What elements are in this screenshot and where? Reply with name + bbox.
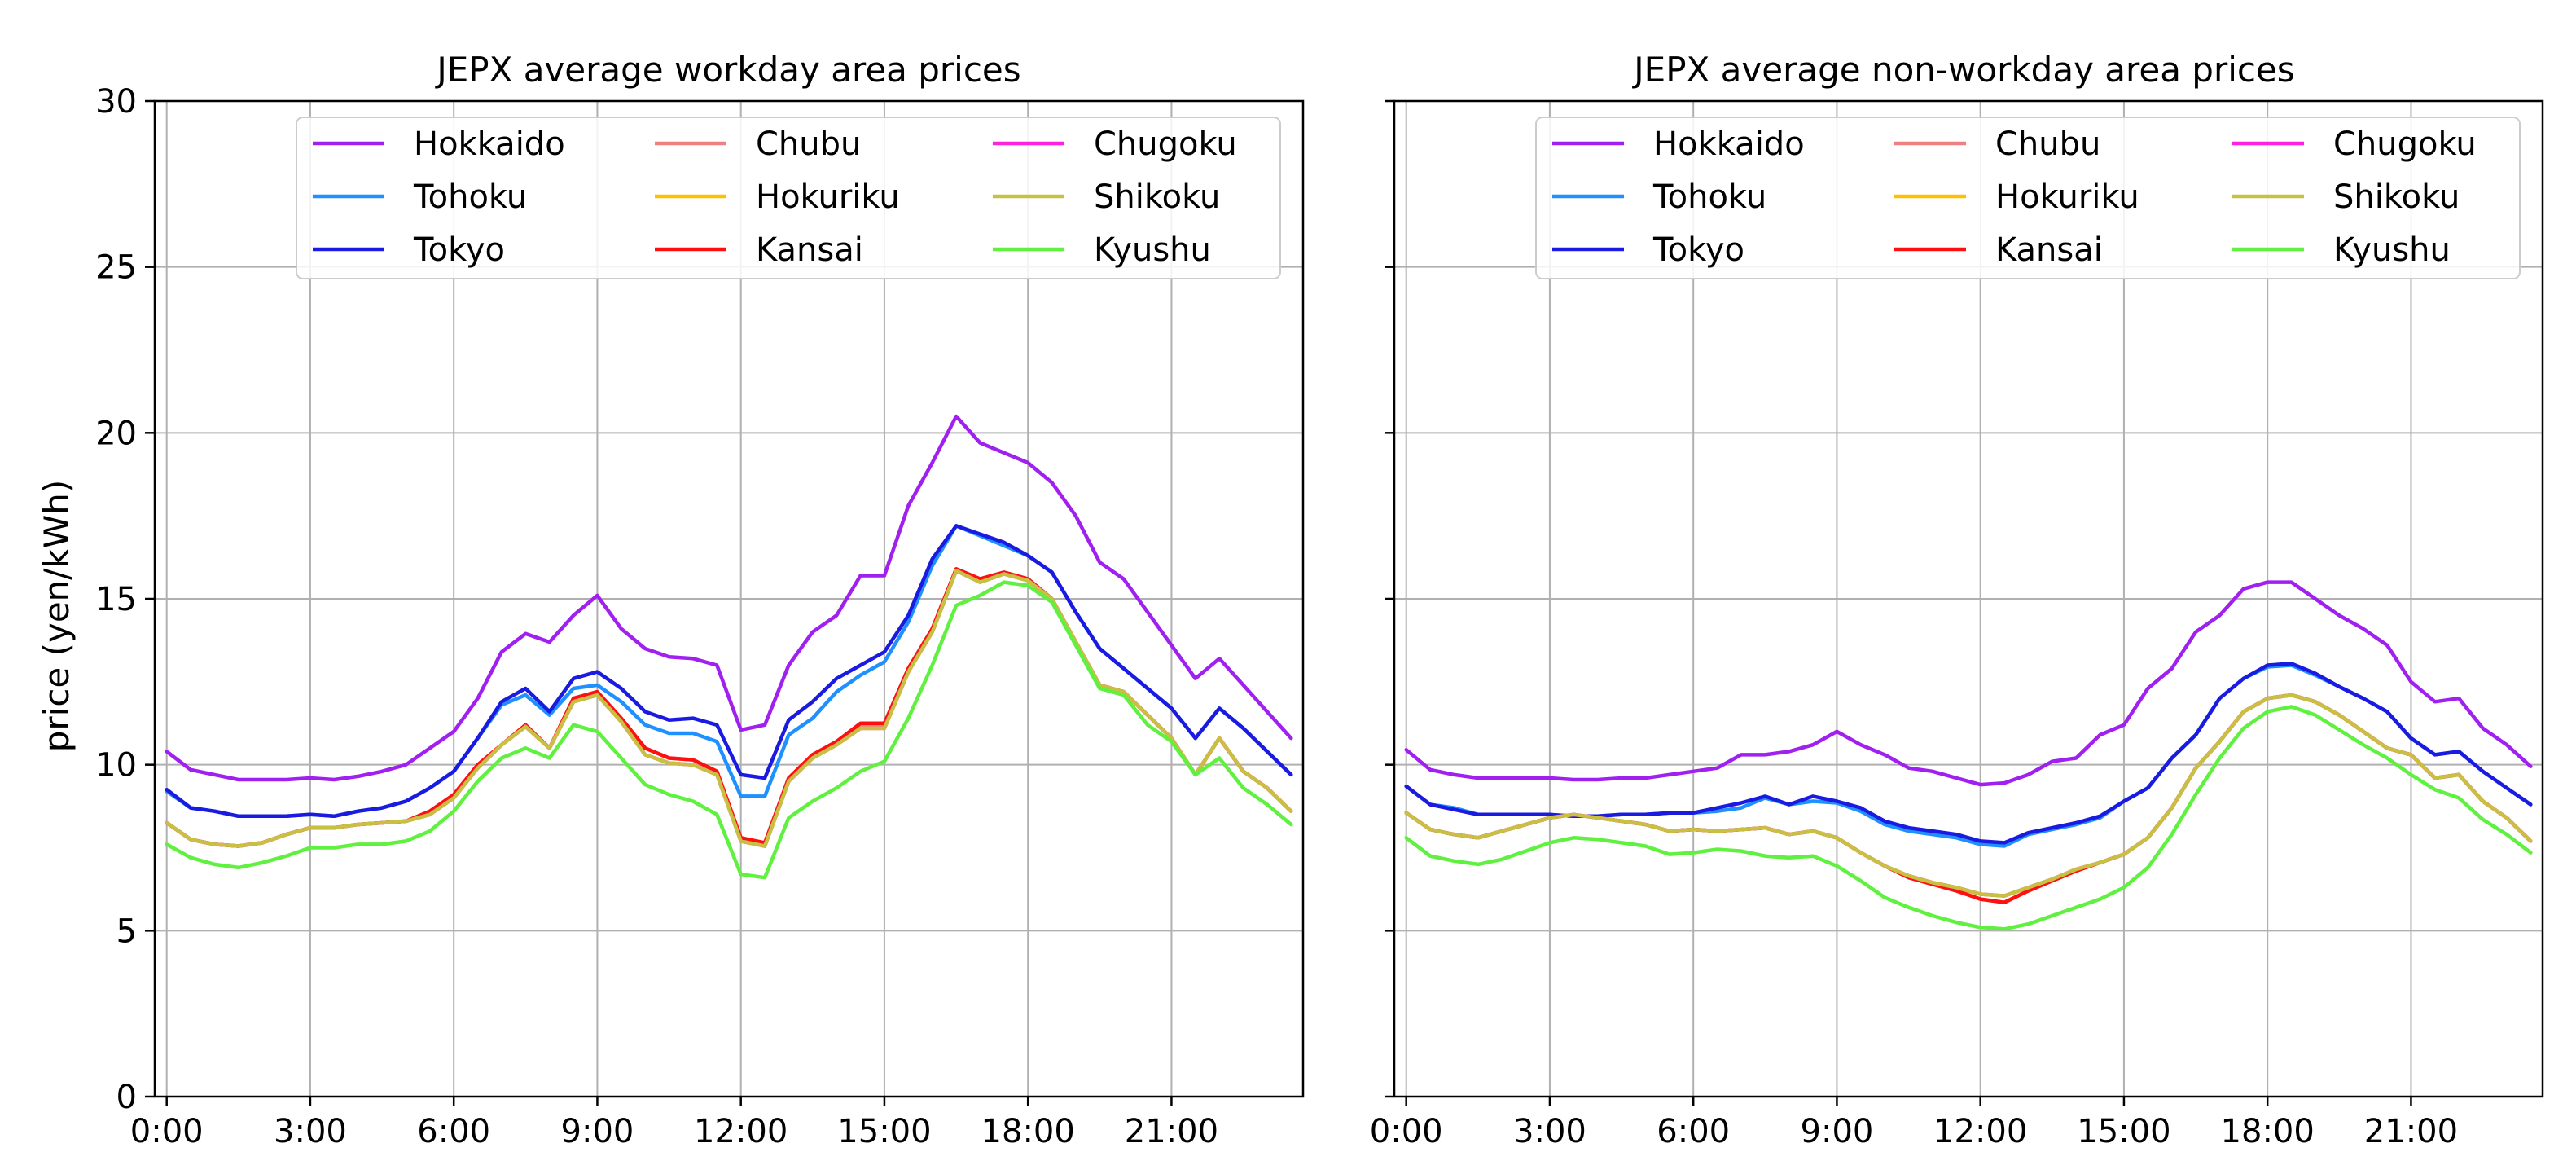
- chart-title: JEPX average workday area prices: [434, 50, 1020, 90]
- series-line-kyushu: [165, 580, 1293, 880]
- x-tick-label: 15:00: [837, 1113, 931, 1150]
- y-tick-label: 10: [95, 747, 137, 785]
- y-tick-label: 25: [95, 249, 137, 287]
- legend-label-chubu: Chubu: [1995, 125, 2100, 163]
- x-tick-label: 18:00: [2221, 1113, 2315, 1150]
- series-line-tokyo: [165, 524, 1293, 819]
- non-workday-chart: JEPX average non-workday area prices 0:0…: [1370, 50, 2544, 1150]
- axis-ticks: 0:00 3:00 6:00 9:00 12:00 15:00 18:00 21:00 0 5 10…: [95, 83, 1218, 1150]
- y-tick-label: 15: [95, 581, 137, 618]
- x-tick-label: 21:00: [1125, 1113, 1218, 1150]
- legend-label-hokuriku: Hokuriku: [1995, 178, 2139, 216]
- legend: Hokkaido Tohoku Tokyo Chubu Hokuriku Kansai Ch…: [296, 117, 1281, 279]
- x-tick-label: 12:00: [1933, 1113, 2027, 1150]
- chart-title: JEPX average non-workday area prices: [1631, 50, 2294, 90]
- axis-ticks: 0:00 3:00 6:00 9:00 12:00 15:00 18:00 21:00: [1370, 99, 2458, 1150]
- x-tick-label: 6:00: [1657, 1113, 1730, 1150]
- legend-label-kyushu: Kyushu: [2333, 231, 2451, 269]
- legend-label-tohoku: Tohoku: [413, 178, 527, 216]
- legend-label-tokyo: Tokyo: [413, 231, 505, 269]
- x-tick-label: 18:00: [981, 1113, 1075, 1150]
- y-axis-label: price (yen/kWh): [37, 480, 77, 753]
- legend-label-kansai: Kansai: [756, 231, 863, 269]
- x-tick-label: 0:00: [1370, 1113, 1443, 1150]
- x-tick-label: 21:00: [2364, 1113, 2458, 1150]
- series-line-chugoku: [1404, 693, 2533, 898]
- legend: Hokkaido Tohoku Tokyo Chubu Hokuriku Kansai Ch…: [1535, 117, 2521, 279]
- legend-label-chugoku: Chugoku: [2333, 125, 2477, 163]
- legend-label-shikoku: Shikoku: [1094, 178, 1220, 216]
- x-tick-label: 3:00: [1513, 1113, 1586, 1150]
- series-line-shikoku: [1404, 693, 2533, 898]
- y-tick-label: 0: [116, 1079, 137, 1116]
- legend-label-tohoku: Tohoku: [1652, 178, 1766, 216]
- x-tick-label: 9:00: [1801, 1113, 1874, 1150]
- series-line-hokkaido: [1404, 580, 2533, 787]
- x-tick-label: 9:00: [561, 1113, 634, 1150]
- workday-chart: JEPX average workday area prices price (…: [37, 50, 1305, 1150]
- series-line-kyushu: [1404, 705, 2533, 931]
- legend-label-chubu: Chubu: [756, 125, 861, 163]
- series-lines: [165, 414, 1293, 880]
- x-tick-label: 6:00: [417, 1113, 490, 1150]
- y-tick-label: 5: [116, 912, 137, 950]
- series-line-tohoku: [1404, 663, 2533, 848]
- legend-label-hokkaido: Hokkaido: [414, 125, 565, 163]
- series-line-tohoku: [165, 524, 1293, 819]
- series-line-kansai: [1404, 693, 2533, 904]
- series-line-hokuriku: [1404, 693, 2533, 898]
- series-line-hokkaido: [165, 414, 1293, 782]
- x-tick-label: 3:00: [274, 1113, 347, 1150]
- legend-frame: [296, 117, 1281, 279]
- legend-label-kyushu: Kyushu: [1094, 231, 1211, 269]
- x-tick-label: 15:00: [2077, 1113, 2170, 1150]
- series-lines: [1404, 580, 2533, 931]
- series-line-shikoku: [165, 569, 1293, 848]
- y-tick-label: 20: [95, 415, 137, 452]
- y-tick-label: 30: [95, 83, 137, 121]
- legend-label-hokkaido: Hokkaido: [1653, 125, 1805, 163]
- x-tick-label: 12:00: [694, 1113, 788, 1150]
- legend-label-chugoku: Chugoku: [1094, 125, 1237, 163]
- legend-label-hokuriku: Hokuriku: [756, 178, 900, 216]
- legend-label-kansai: Kansai: [1995, 231, 2103, 269]
- legend-label-shikoku: Shikoku: [2333, 178, 2460, 216]
- series-line-chubu: [1404, 693, 2533, 904]
- legend-frame: [1535, 117, 2521, 279]
- x-tick-label: 0:00: [130, 1113, 204, 1150]
- legend-label-tokyo: Tokyo: [1652, 231, 1744, 269]
